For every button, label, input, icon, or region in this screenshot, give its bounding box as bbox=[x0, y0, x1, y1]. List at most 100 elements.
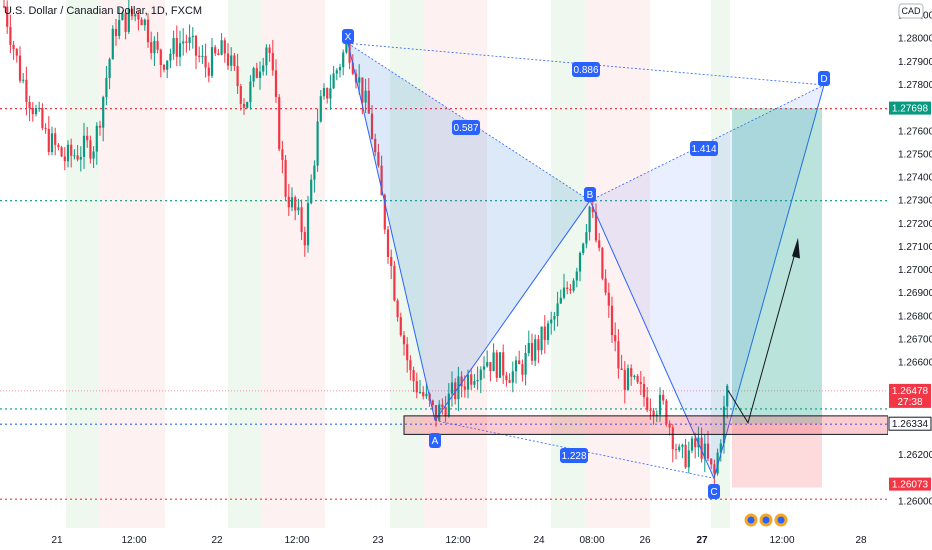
candle-body bbox=[252, 68, 255, 82]
candle-body bbox=[351, 62, 354, 74]
candle-body bbox=[34, 108, 38, 115]
candle-body bbox=[108, 59, 111, 79]
candle-body bbox=[617, 341, 620, 369]
candle-body bbox=[329, 88, 332, 99]
candle-body bbox=[230, 55, 233, 66]
candle-body bbox=[185, 41, 188, 43]
candle-body bbox=[524, 353, 527, 375]
candle-body bbox=[137, 14, 140, 20]
candle-body bbox=[374, 138, 377, 153]
ratio-label: 1.414 bbox=[691, 144, 716, 155]
candle-body bbox=[76, 155, 79, 160]
candle-body bbox=[412, 370, 415, 382]
candle-body bbox=[546, 323, 550, 340]
candle-body bbox=[406, 344, 409, 361]
candle-body bbox=[6, 6, 9, 27]
candle-body bbox=[364, 90, 367, 103]
y-tick-label: 1.27500 bbox=[898, 149, 932, 160]
candle-body bbox=[335, 70, 338, 74]
candle-body bbox=[649, 409, 652, 411]
candle-body bbox=[482, 366, 486, 370]
candle-body bbox=[556, 303, 559, 317]
candle-body bbox=[662, 394, 665, 401]
candle-body bbox=[553, 316, 556, 320]
session-band bbox=[262, 0, 325, 528]
candle-body bbox=[550, 319, 553, 324]
candle-body bbox=[118, 19, 121, 37]
candle-body bbox=[2, 6, 6, 8]
candle-body bbox=[460, 376, 463, 387]
profit-zone bbox=[732, 108, 822, 425]
candle-body bbox=[31, 107, 34, 115]
candle-body bbox=[159, 49, 162, 66]
candle-body bbox=[607, 292, 610, 306]
candle-body bbox=[521, 364, 524, 375]
candle-body bbox=[380, 165, 383, 196]
candle-body bbox=[326, 88, 329, 99]
candle-body bbox=[262, 65, 265, 72]
candle-body bbox=[713, 464, 716, 474]
ratio-label-bg bbox=[690, 141, 718, 156]
chart-title: U.S. Dollar / Canadian Dollar, 1D, FXCM bbox=[4, 5, 202, 17]
candle-body bbox=[322, 88, 326, 97]
xab-tint bbox=[348, 43, 590, 421]
y-tick-label: 1.27000 bbox=[898, 265, 932, 276]
candle-body bbox=[281, 149, 284, 160]
candle-body bbox=[265, 47, 268, 66]
x-tick-label: 26 bbox=[639, 535, 651, 546]
candle-body bbox=[121, 13, 124, 20]
candle-body bbox=[82, 135, 86, 157]
candle-body bbox=[182, 41, 185, 44]
currency-badge[interactable]: CAD bbox=[898, 3, 924, 19]
candle-body bbox=[511, 371, 514, 383]
candle-body bbox=[390, 256, 393, 266]
candle-body bbox=[422, 391, 425, 397]
event-icon-flag bbox=[777, 516, 785, 524]
candle-body bbox=[566, 287, 569, 290]
price-axis: 1.281001.280001.279001.278001.276001.275… bbox=[888, 0, 932, 550]
price-tag-label: 1.26478 bbox=[892, 386, 929, 397]
candle-body bbox=[658, 394, 662, 415]
candle-body bbox=[66, 144, 70, 162]
candle-body bbox=[671, 427, 674, 450]
bc-leg bbox=[589, 200, 715, 479]
candle-body bbox=[12, 44, 15, 50]
time-axis: 21 12:00 22 12:00 23 12:00 24 08:00 26 27 12:00 28 bbox=[0, 528, 932, 550]
candle-body bbox=[505, 375, 508, 381]
candle-body bbox=[476, 380, 479, 382]
candle-body bbox=[111, 28, 114, 60]
y-tick-label: 1.27100 bbox=[898, 242, 932, 253]
candle-body bbox=[114, 28, 118, 37]
candle-body bbox=[585, 232, 588, 244]
pattern-point-label: B bbox=[587, 190, 594, 201]
candle-body bbox=[162, 65, 166, 70]
candle-body bbox=[226, 53, 230, 66]
candle-body bbox=[89, 140, 92, 159]
candle-body bbox=[694, 438, 697, 448]
candle-body bbox=[498, 352, 502, 378]
x-tick-label: 12:00 bbox=[284, 535, 309, 546]
candle-body bbox=[367, 90, 370, 114]
candle-body bbox=[57, 144, 60, 148]
candle-body bbox=[646, 397, 649, 410]
candle-body bbox=[479, 369, 482, 381]
candle-body bbox=[559, 297, 562, 304]
candle-body bbox=[722, 406, 726, 444]
candle-body bbox=[418, 391, 422, 393]
pattern-point-bg bbox=[342, 29, 354, 44]
candle-body bbox=[15, 49, 18, 56]
y-tick-label: 1.26200 bbox=[898, 450, 932, 461]
pattern-point-bg bbox=[584, 187, 596, 202]
candle-body bbox=[268, 47, 271, 54]
candle-body bbox=[22, 79, 25, 81]
candle-body bbox=[623, 369, 626, 390]
candle-body bbox=[284, 159, 287, 197]
pattern-point-bg bbox=[708, 484, 720, 499]
candle-body bbox=[348, 42, 351, 63]
candle-body bbox=[313, 165, 316, 180]
candle-body bbox=[274, 70, 278, 98]
candle-body bbox=[44, 128, 47, 130]
xab-triangle bbox=[348, 43, 590, 421]
candle-body bbox=[220, 40, 223, 55]
